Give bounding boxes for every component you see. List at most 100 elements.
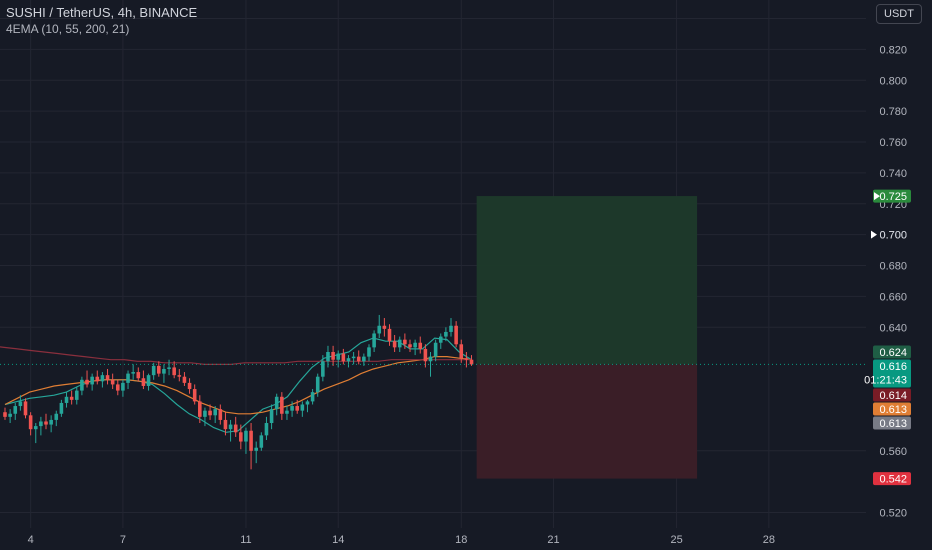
time-tick-label: 4 (28, 534, 34, 546)
candle (336, 350, 341, 368)
candle-body (290, 406, 294, 411)
candle (403, 333, 407, 349)
candle-body (8, 413, 12, 417)
price-label: 0.613 (873, 402, 911, 416)
candle (64, 392, 69, 408)
price-label-bg (873, 416, 911, 430)
candle-body (428, 356, 433, 362)
candle (141, 370, 146, 390)
price-label: 0.624 (873, 345, 911, 359)
candle (33, 423, 38, 444)
candle-body (444, 331, 448, 337)
candle-body (110, 379, 115, 385)
candle-body (126, 373, 130, 383)
candle (295, 399, 300, 414)
candle (280, 392, 284, 420)
candle-body (367, 347, 371, 357)
candle (377, 314, 382, 339)
candle (162, 364, 166, 383)
price-tick-label: 0.560 (879, 446, 907, 458)
time-tick-label: 25 (670, 534, 682, 546)
candle (300, 401, 305, 417)
price-label-bg (873, 345, 911, 359)
candle-body (331, 352, 335, 360)
candle (157, 361, 161, 377)
candle-body (157, 365, 161, 374)
price-label: 0.613 (873, 416, 911, 430)
candle (321, 355, 325, 382)
candle-body (397, 339, 402, 348)
candle (100, 372, 105, 388)
currency-button[interactable]: USDT (876, 4, 922, 24)
price-tick-label: 0.780 (879, 106, 907, 118)
price-label-bg (873, 359, 911, 388)
time-axis: 4 7 11 14 18 21 25 28 (28, 534, 775, 546)
candle-body (310, 392, 315, 402)
candle (198, 395, 202, 424)
candle-body (33, 426, 38, 430)
candle-body (326, 352, 330, 362)
price-label-bg (873, 402, 911, 416)
candle (187, 378, 192, 394)
candle (408, 339, 412, 352)
candle-body (423, 348, 428, 362)
price-label-text: 0.725 (879, 191, 907, 203)
candle (274, 393, 279, 416)
candle (469, 355, 474, 366)
candle-body (105, 375, 110, 380)
ema-line-ema-200 (0, 346, 472, 365)
candle (397, 336, 402, 352)
price-label-text: 0.542 (879, 474, 907, 486)
candle (362, 353, 366, 366)
candle (285, 406, 289, 420)
candle (392, 335, 397, 352)
chart-legend: SUSHI / TetherUS, 4h, BINANCE 4EMA (10, … (6, 5, 197, 37)
price-label-bg (873, 388, 911, 402)
price-label-text: 0.624 (879, 347, 907, 359)
price-label: 0.614 (873, 388, 911, 402)
candle (74, 387, 79, 405)
candle-body (23, 401, 28, 416)
candle-body (74, 390, 79, 400)
candle (85, 370, 89, 388)
candle-body (223, 419, 228, 430)
candle-body (213, 409, 217, 416)
candle-body (403, 339, 407, 345)
candle-body (69, 396, 74, 400)
candle (228, 419, 233, 442)
loss-zone (476, 364, 698, 479)
axis-marker-icon (871, 230, 877, 239)
candle (433, 339, 438, 362)
candle (110, 373, 115, 390)
candle-body (198, 401, 202, 417)
candle (59, 399, 64, 417)
grid-lines (0, 0, 866, 528)
candle-body (259, 435, 264, 448)
candle-body (228, 424, 233, 430)
candle-body (136, 372, 141, 379)
price-labels: 0.725 0.624 0.616 01:21:43 0.614 0.613 0.613 0.… (864, 189, 911, 486)
candle (346, 355, 351, 368)
candle-body (356, 356, 361, 362)
candle (126, 370, 130, 390)
price-label: 0.725 (873, 189, 911, 203)
candle-body (85, 379, 89, 385)
candle (438, 333, 443, 349)
candle (23, 398, 28, 419)
candle (146, 373, 151, 391)
candle-body (59, 402, 64, 414)
candle-body (469, 359, 474, 365)
candle-body (351, 356, 356, 359)
axis-marker-label: 0.700 (879, 230, 907, 242)
candle-body (274, 396, 279, 410)
price-label-bg (873, 189, 911, 203)
candle-body (80, 379, 84, 391)
candle (3, 407, 7, 420)
candle-body (28, 415, 33, 430)
candle (223, 412, 228, 436)
candle (331, 345, 335, 366)
time-tick-label: 28 (763, 534, 775, 546)
